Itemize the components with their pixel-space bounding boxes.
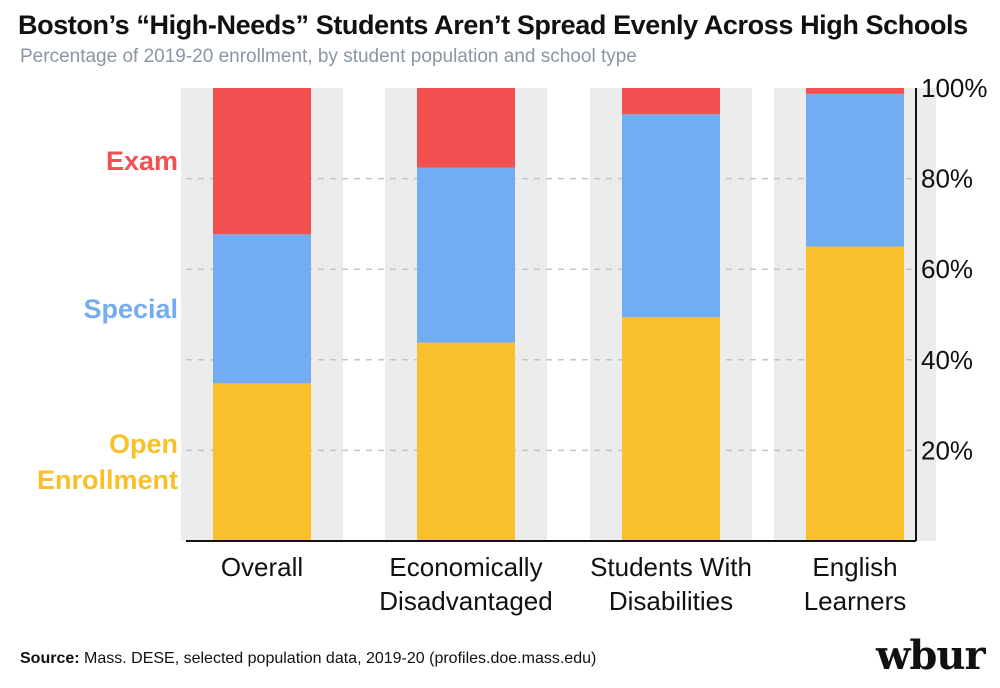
- x-category-label: Overall: [221, 552, 303, 582]
- legend-label-open-enrollment: Open: [109, 429, 178, 459]
- y-tick-label: 60%: [921, 254, 973, 284]
- y-tick-label: 20%: [921, 435, 973, 465]
- chart-title: Boston’s “High-Needs” Students Aren’t Sp…: [18, 10, 968, 40]
- legend-label-exam: Exam: [106, 146, 178, 176]
- x-category-label: Students With: [590, 552, 752, 582]
- chart-subtitle: Percentage of 2019-20 enrollment, by stu…: [20, 46, 637, 67]
- x-category-label: Economically: [389, 552, 542, 582]
- bar-segment-special-0: [213, 234, 311, 384]
- x-category-label: English: [812, 552, 897, 582]
- wbur-logo: wbur: [876, 632, 986, 679]
- x-category-label: Disadvantaged: [379, 586, 552, 616]
- bar-segment-special-2: [622, 114, 720, 318]
- bar-segment-exam-3: [806, 88, 904, 94]
- legend-label-open-enrollment: Enrollment: [37, 465, 178, 495]
- source-label: Source:: [20, 650, 80, 667]
- legend-label-special: Special: [83, 294, 178, 324]
- y-tick-label: 40%: [921, 345, 973, 375]
- bar-segment-open-enrollment-0: [213, 383, 311, 541]
- bar-segment-exam-2: [622, 88, 720, 115]
- x-category-label: Disabilities: [609, 586, 733, 616]
- source-note: Source: Mass. DESE, selected population …: [20, 650, 596, 668]
- bar-segment-open-enrollment-3: [806, 246, 904, 542]
- source-text: Mass. DESE, selected population data, 20…: [79, 650, 597, 667]
- bar-segment-special-3: [806, 93, 904, 247]
- bar-segment-special-1: [417, 167, 515, 343]
- x-category-label: Learners: [804, 586, 907, 616]
- y-tick-label: 100%: [921, 73, 988, 103]
- bar-segment-open-enrollment-1: [417, 342, 515, 541]
- bar-segment-open-enrollment-2: [622, 317, 720, 541]
- bar-segment-exam-1: [417, 88, 515, 168]
- y-tick-label: 80%: [921, 164, 973, 194]
- bar-segment-exam-0: [213, 88, 311, 235]
